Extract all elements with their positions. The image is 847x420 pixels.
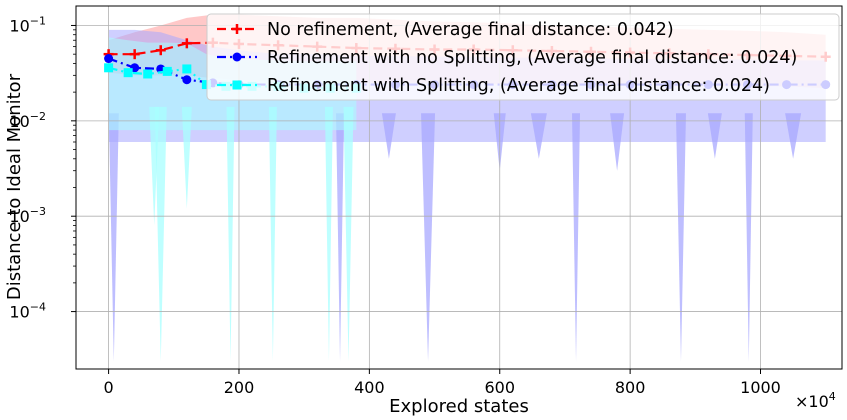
x-tick-label: 200: [224, 378, 255, 397]
legend-label: No refinement, (Average final distance: …: [267, 20, 674, 40]
y-tick-label: 10−2: [9, 110, 46, 131]
series-1-point: [104, 54, 114, 64]
series-0-point: [129, 49, 140, 60]
series-2-point: [182, 64, 192, 74]
x-tick-label: 1000: [740, 378, 781, 397]
band-dip-1-4: [675, 113, 686, 362]
band-dip-1-1: [336, 113, 345, 362]
series-2-point: [123, 68, 133, 78]
band-dip-1-3: [572, 113, 581, 362]
band-dip-1-5: [744, 113, 753, 362]
x-axis-ticks: 0 200 400 600 800 1000: [104, 369, 781, 397]
band-dip-2-4: [343, 106, 354, 362]
band-dip-1-7: [381, 113, 396, 159]
x-tick-label: 800: [615, 378, 646, 397]
legend: No refinement, (Average final distance: …: [206, 13, 840, 101]
legend-label: Refinement with Splitting, (Average fina…: [267, 76, 770, 96]
series-2-point: [162, 66, 172, 76]
x-tick-label: 400: [354, 378, 385, 397]
band-dip-1-8: [530, 113, 547, 159]
legend-marker: [232, 80, 242, 90]
band-dip-2-6: [181, 106, 192, 209]
band-dip-1-9: [610, 113, 625, 171]
band-dip-1-0: [108, 113, 119, 362]
band-dip-2-0: [154, 106, 167, 362]
series-2-point: [201, 80, 211, 90]
band-dip-1-10: [707, 113, 722, 159]
band-dip-1-2: [421, 113, 436, 362]
band-dip-2-5: [149, 106, 160, 226]
series-0-point: [181, 38, 192, 49]
series-2-point: [104, 63, 114, 73]
legend-box: [206, 13, 840, 101]
y-axis-label: Distance to Ideal Monitor: [4, 73, 25, 300]
y-tick-label: 10−3: [9, 205, 46, 226]
x-tick-label: 0: [104, 378, 114, 397]
band-dip-1-11: [785, 113, 802, 159]
x-axis-multiplier: ×104: [795, 390, 836, 411]
legend-label: Refinement with no Splitting, (Average f…: [267, 48, 797, 68]
legend-marker: [232, 52, 242, 62]
band-dip-2-2: [268, 106, 277, 362]
series-1-point: [182, 75, 192, 85]
y-axis-ticks: 10−4 10−3 10−2 10−1: [9, 14, 76, 322]
y-tick-label: 10−4: [9, 301, 46, 322]
series-2-point: [143, 69, 153, 79]
x-axis-label: Explored states: [389, 396, 529, 417]
band-dip-2-3: [324, 106, 333, 362]
x-tick-label: 600: [484, 378, 515, 397]
legend-marker: [232, 24, 242, 34]
band-dip-2-1: [226, 106, 235, 362]
y-tick-label: 10−1: [9, 14, 46, 35]
series-0-point: [155, 45, 166, 56]
